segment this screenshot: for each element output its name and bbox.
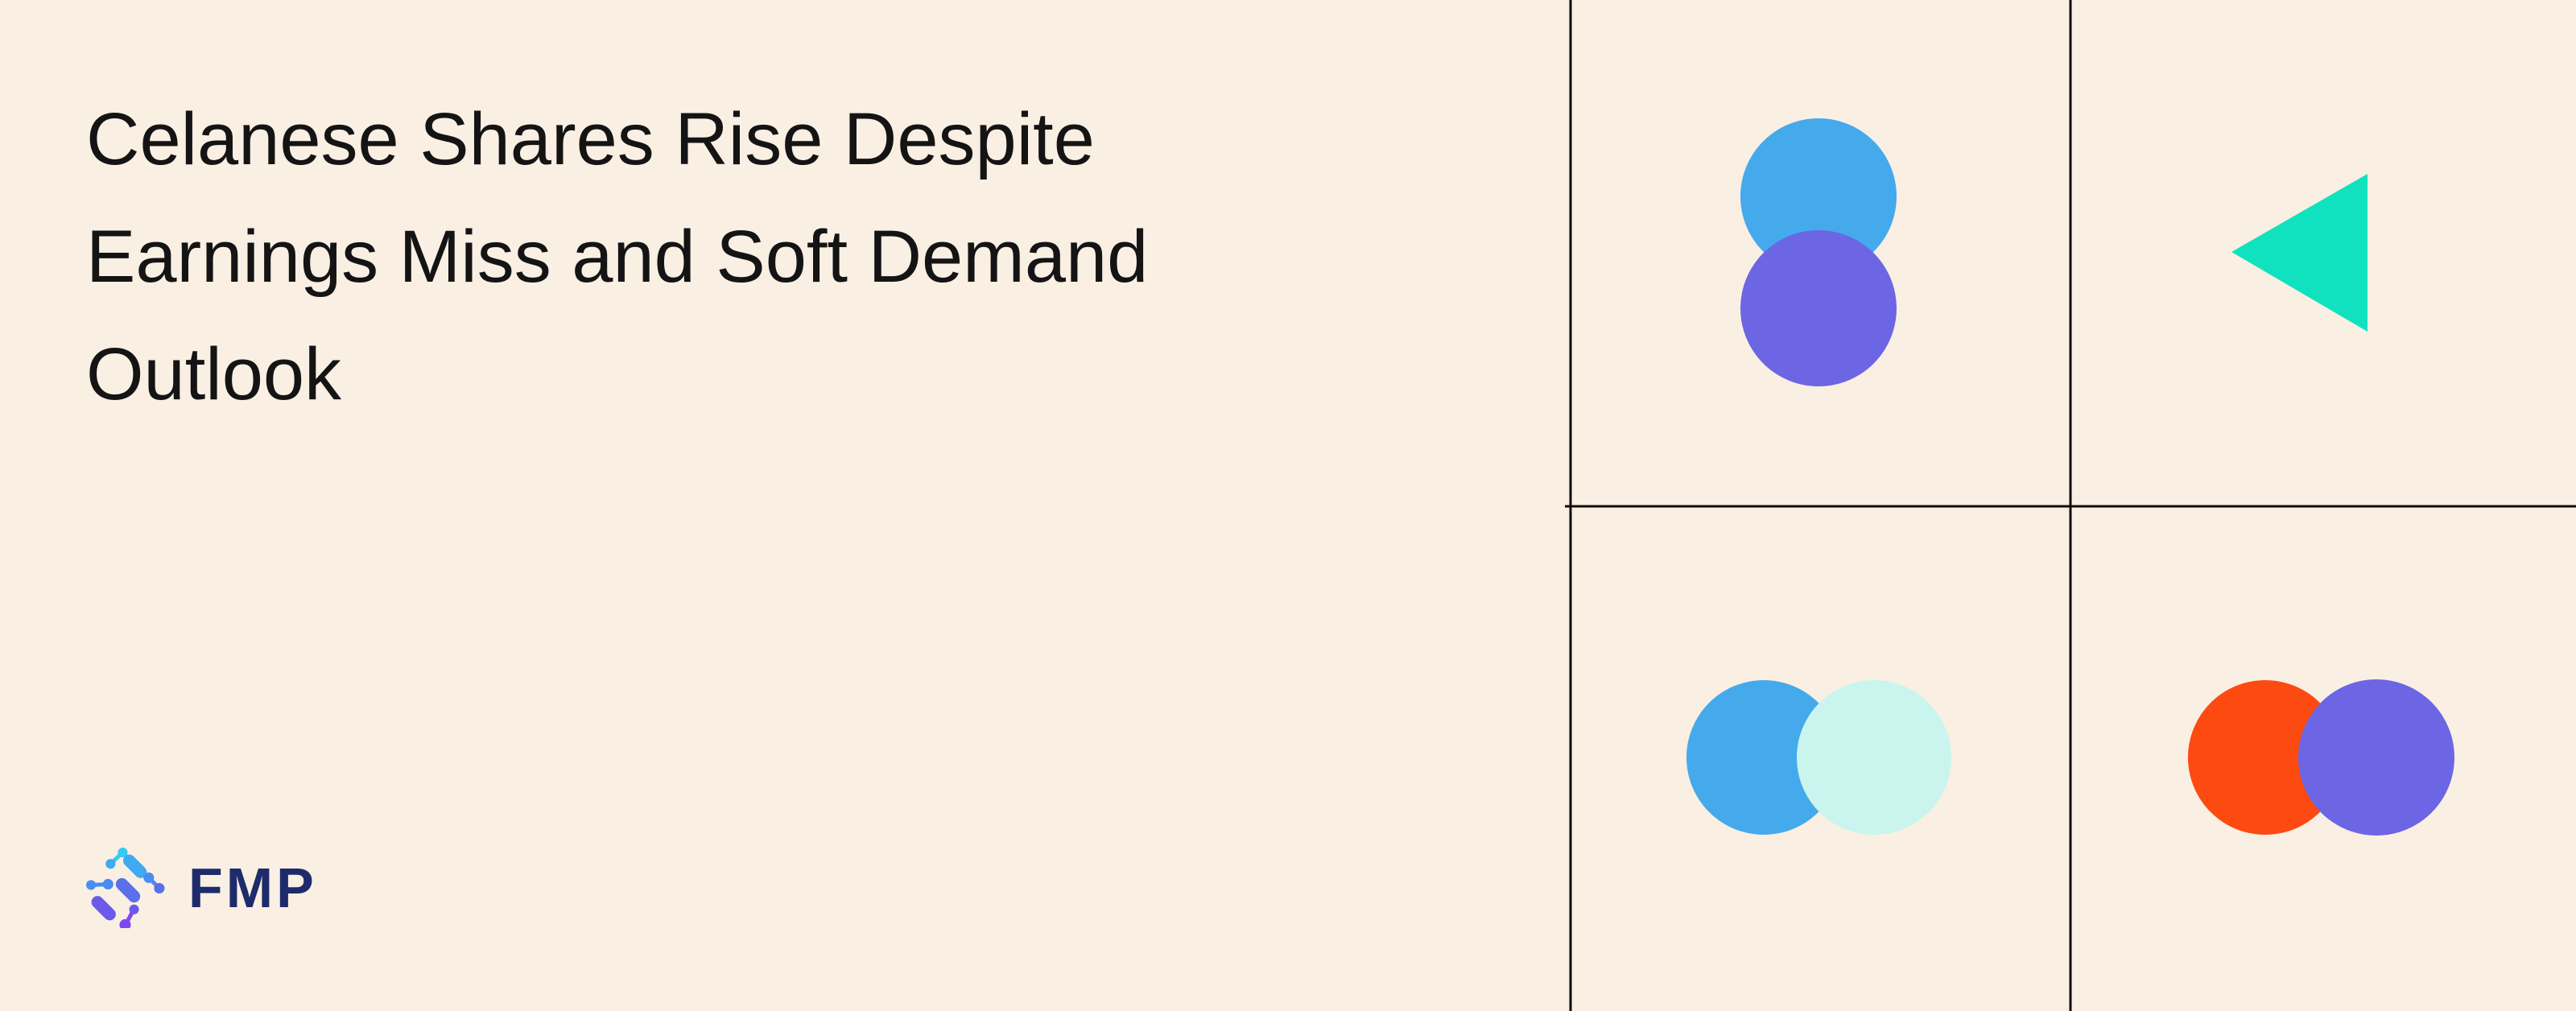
fmp-logo-icon — [86, 848, 165, 928]
brand-logo: FMP — [86, 847, 317, 928]
top-left-purple-circle — [1740, 230, 1897, 386]
bottom-left-cyan-circle — [1797, 680, 1951, 835]
logo-ne-capsule — [122, 854, 147, 878]
top-right-teal-triangle — [2231, 174, 2368, 332]
headline-line-3: Outlook — [86, 333, 342, 415]
logo-top-dumbbell — [105, 848, 128, 869]
logo-right-dumbbell — [143, 872, 165, 894]
bottom-left-blue-circle — [1686, 680, 1841, 835]
logo-sw-capsule — [91, 896, 116, 921]
logo-bottom-dumbbell — [119, 904, 139, 928]
bottom-right-purple-circle — [2298, 679, 2454, 836]
top-left-blue-circle — [1740, 118, 1897, 274]
brand-wordmark: FMP — [188, 856, 317, 919]
bottom-right-orange-circle — [2188, 680, 2343, 835]
headline-line-2: Earnings Miss and Soft Demand — [86, 216, 1149, 298]
headline: Celanese Shares Rise Despite Earnings Mi… — [86, 80, 1455, 433]
headline-line-1: Celanese Shares Rise Despite — [86, 98, 1095, 180]
logo-left-dumbbell — [86, 878, 114, 890]
logo-center-capsule — [115, 877, 141, 903]
